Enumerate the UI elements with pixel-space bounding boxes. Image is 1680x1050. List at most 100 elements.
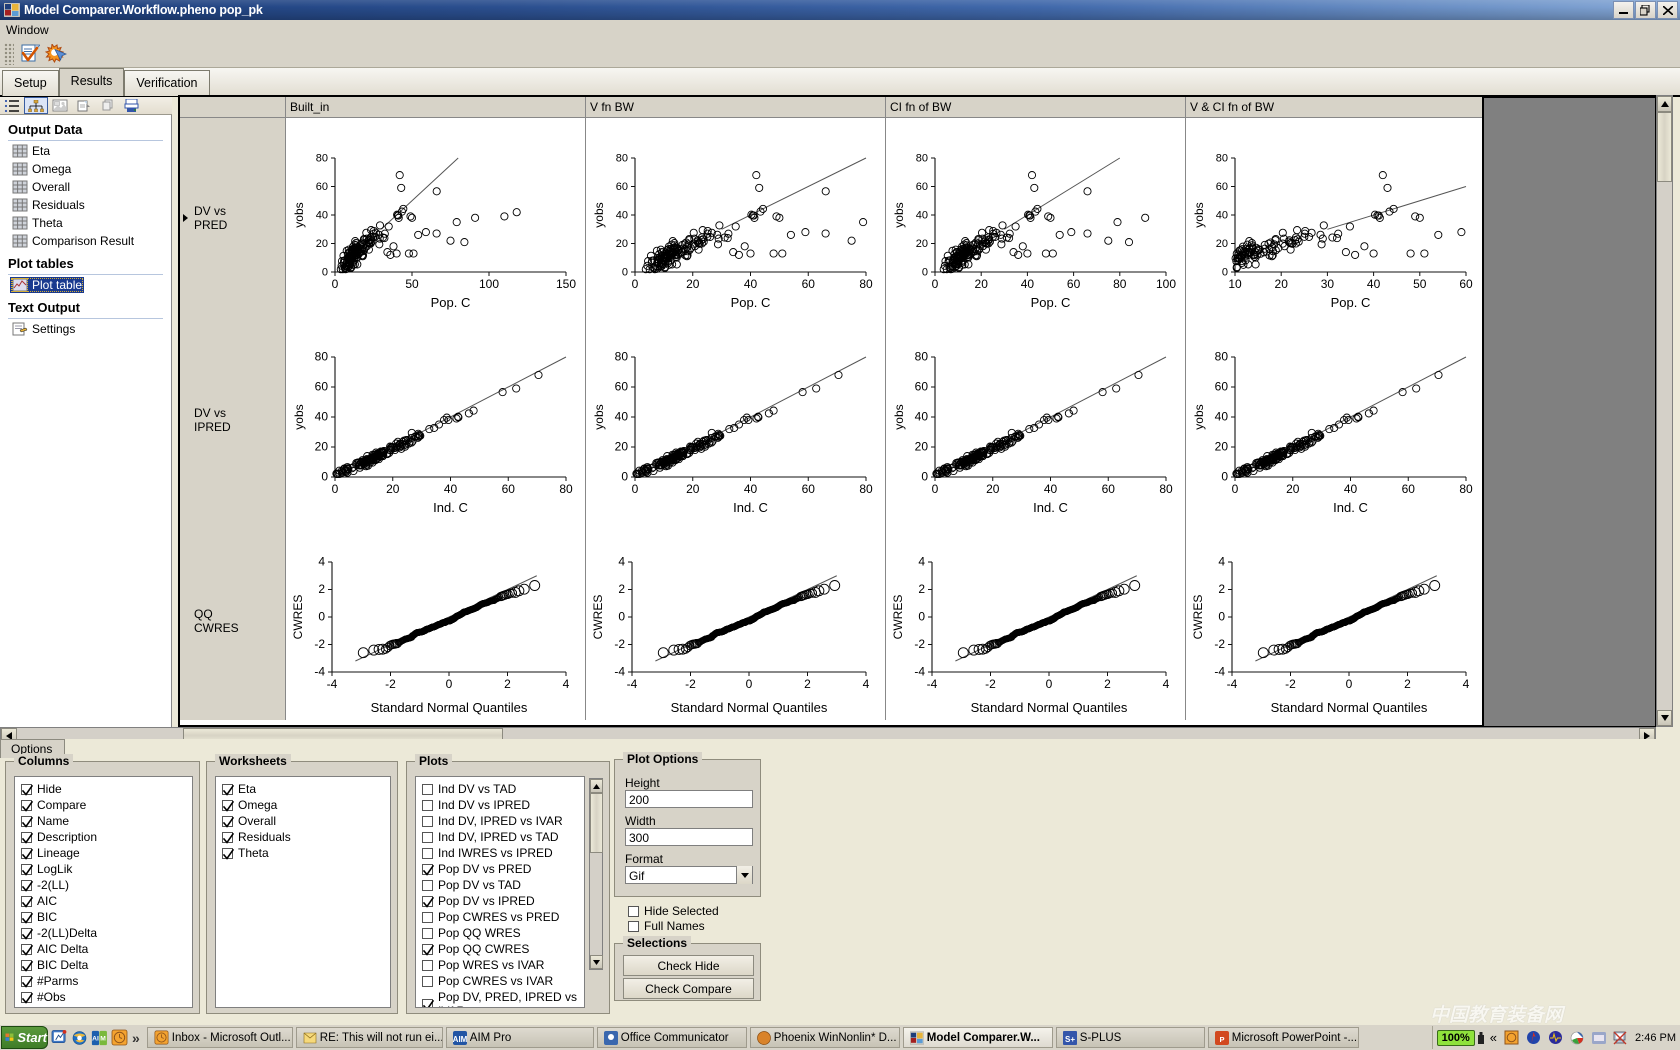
svg-text:0: 0 bbox=[318, 610, 325, 624]
svg-text:-2: -2 bbox=[685, 677, 696, 691]
svg-text:0: 0 bbox=[322, 267, 328, 279]
svg-text:0: 0 bbox=[622, 267, 628, 279]
svg-text:40: 40 bbox=[615, 410, 629, 424]
svg-text:yobs: yobs bbox=[592, 404, 606, 429]
svg-text:60: 60 bbox=[1067, 277, 1081, 291]
svg-text:80: 80 bbox=[1113, 277, 1127, 291]
svg-text:2: 2 bbox=[318, 582, 325, 596]
svg-text:2: 2 bbox=[504, 677, 511, 691]
svg-text:20: 20 bbox=[1216, 238, 1228, 250]
svg-text:80: 80 bbox=[316, 153, 328, 165]
svg-text:10: 10 bbox=[1228, 277, 1242, 291]
svg-text:0: 0 bbox=[918, 610, 925, 624]
svg-text:0: 0 bbox=[446, 677, 453, 691]
svg-text:4: 4 bbox=[318, 555, 325, 569]
svg-text:80: 80 bbox=[1215, 350, 1229, 364]
svg-text:60: 60 bbox=[916, 181, 928, 193]
svg-text:60: 60 bbox=[502, 482, 516, 496]
svg-text:20: 20 bbox=[916, 238, 928, 250]
svg-text:0: 0 bbox=[332, 277, 339, 291]
svg-text:80: 80 bbox=[615, 350, 629, 364]
svg-text:80: 80 bbox=[559, 482, 573, 496]
svg-text:40: 40 bbox=[1216, 210, 1228, 222]
svg-text:4: 4 bbox=[863, 677, 870, 691]
svg-text:0: 0 bbox=[1221, 470, 1228, 484]
svg-text:80: 80 bbox=[1459, 482, 1473, 496]
svg-text:60: 60 bbox=[1216, 181, 1228, 193]
svg-text:Ind. C: Ind. C bbox=[1033, 500, 1068, 515]
svg-text:0: 0 bbox=[1046, 677, 1053, 691]
svg-text:-4: -4 bbox=[614, 665, 625, 679]
svg-text:Ind. C: Ind. C bbox=[733, 500, 768, 515]
svg-text:2: 2 bbox=[618, 582, 625, 596]
svg-text:2: 2 bbox=[1218, 582, 1225, 596]
svg-text:20: 20 bbox=[686, 482, 700, 496]
svg-text:-4: -4 bbox=[314, 665, 325, 679]
svg-text:20: 20 bbox=[915, 440, 929, 454]
svg-text:0: 0 bbox=[932, 277, 939, 291]
svg-text:-4: -4 bbox=[627, 677, 638, 691]
svg-text:0: 0 bbox=[321, 470, 328, 484]
svg-text:4: 4 bbox=[1463, 677, 1470, 691]
svg-text:4: 4 bbox=[918, 555, 925, 569]
svg-text:20: 20 bbox=[1215, 440, 1229, 454]
svg-text:80: 80 bbox=[315, 350, 329, 364]
svg-text:4: 4 bbox=[563, 677, 570, 691]
svg-text:-2: -2 bbox=[385, 677, 396, 691]
svg-text:2: 2 bbox=[804, 677, 811, 691]
svg-text:CWRES: CWRES bbox=[591, 595, 605, 640]
svg-text:S+: S+ bbox=[1065, 1035, 1075, 1044]
svg-text:Pop. C: Pop. C bbox=[1331, 295, 1371, 310]
svg-text:0: 0 bbox=[618, 610, 625, 624]
svg-text:60: 60 bbox=[802, 482, 816, 496]
svg-text:80: 80 bbox=[1216, 153, 1228, 165]
svg-text:-2: -2 bbox=[314, 637, 325, 651]
svg-text:100: 100 bbox=[1156, 277, 1176, 291]
svg-text:40: 40 bbox=[315, 410, 329, 424]
svg-text:-2: -2 bbox=[614, 637, 625, 651]
svg-text:50: 50 bbox=[1413, 277, 1427, 291]
svg-text:0: 0 bbox=[922, 267, 928, 279]
svg-text:yobs: yobs bbox=[592, 202, 606, 227]
svg-text:40: 40 bbox=[1021, 277, 1035, 291]
svg-text:60: 60 bbox=[616, 181, 628, 193]
svg-text:AIM: AIM bbox=[453, 1035, 467, 1044]
svg-text:-4: -4 bbox=[914, 665, 925, 679]
svg-text:80: 80 bbox=[1159, 482, 1173, 496]
svg-text:Pop. C: Pop. C bbox=[731, 295, 771, 310]
svg-text:4: 4 bbox=[1163, 677, 1170, 691]
svg-text:40: 40 bbox=[1344, 482, 1358, 496]
svg-text:Ind. C: Ind. C bbox=[433, 500, 468, 515]
svg-text:0: 0 bbox=[1232, 482, 1239, 496]
svg-text:4: 4 bbox=[618, 555, 625, 569]
svg-text:-4: -4 bbox=[927, 677, 938, 691]
svg-text:60: 60 bbox=[915, 380, 929, 394]
svg-text:40: 40 bbox=[744, 277, 758, 291]
svg-text:4: 4 bbox=[1218, 555, 1225, 569]
svg-text:-2: -2 bbox=[914, 637, 925, 651]
svg-text:80: 80 bbox=[916, 153, 928, 165]
svg-text:0: 0 bbox=[932, 482, 939, 496]
svg-text:40: 40 bbox=[915, 410, 929, 424]
svg-text:CWRES: CWRES bbox=[291, 595, 305, 640]
svg-text:20: 20 bbox=[1275, 277, 1289, 291]
svg-text:80: 80 bbox=[859, 482, 873, 496]
svg-text:Standard Normal Quantiles: Standard Normal Quantiles bbox=[971, 700, 1128, 715]
svg-text:0: 0 bbox=[632, 482, 639, 496]
svg-text:-4: -4 bbox=[1227, 677, 1238, 691]
svg-text:60: 60 bbox=[1402, 482, 1416, 496]
svg-text:yobs: yobs bbox=[892, 202, 906, 227]
svg-text:-4: -4 bbox=[1214, 665, 1225, 679]
svg-text:30: 30 bbox=[1321, 277, 1335, 291]
svg-text:Pop. C: Pop. C bbox=[1031, 295, 1071, 310]
svg-text:60: 60 bbox=[615, 380, 629, 394]
svg-text:60: 60 bbox=[1102, 482, 1116, 496]
svg-text:2: 2 bbox=[1404, 677, 1411, 691]
svg-text:150: 150 bbox=[556, 277, 576, 291]
svg-text:CWRES: CWRES bbox=[1191, 595, 1205, 640]
svg-text:0: 0 bbox=[632, 277, 639, 291]
svg-text:-2: -2 bbox=[1214, 637, 1225, 651]
svg-text:40: 40 bbox=[444, 482, 458, 496]
svg-text:0: 0 bbox=[1346, 677, 1353, 691]
svg-text:40: 40 bbox=[316, 210, 328, 222]
